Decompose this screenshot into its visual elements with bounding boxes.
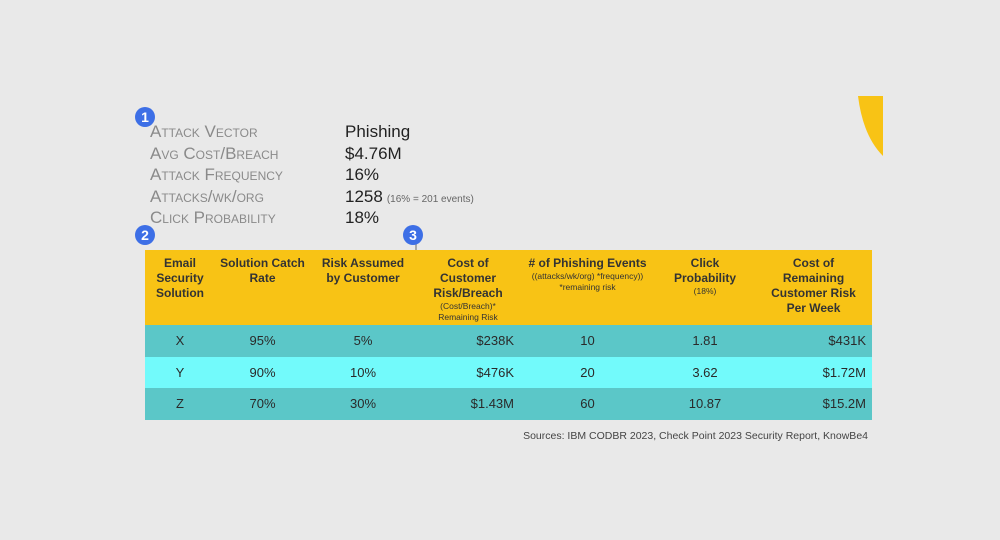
info-value: 1258 (16% = 201 events) — [345, 186, 474, 206]
header-title: Click Probability — [673, 256, 736, 285]
table-cell: 3.62 — [692, 364, 718, 380]
info-value: 18% — [345, 208, 380, 227]
header-title: Risk Assumed by Customer — [321, 256, 405, 285]
info-note: (16% = 201 events) — [386, 193, 474, 205]
header-subtitle: (18%) — [693, 286, 717, 296]
table-cell: $1.72M — [822, 364, 866, 380]
table-cell: 1.81 — [692, 333, 718, 349]
table-cell: 10.87 — [688, 396, 722, 412]
header-subtitle: ((attacks/wk/org) *frequency)) *remainin… — [531, 271, 644, 292]
header-cell: Risk Assumed by Customer — [310, 250, 416, 325]
table-cell: 95% — [249, 333, 276, 349]
table-cell: 70% — [249, 396, 276, 412]
header-subtitle: (Cost/Breach)* Remaining Risk — [438, 301, 498, 322]
info-value: Phishing — [345, 122, 411, 141]
header-cell: Cost of Remaining Customer Risk Per Week — [755, 250, 872, 325]
table-cell: $238K — [476, 333, 514, 349]
decor-shape — [858, 96, 883, 156]
table-cell: $1.43M — [470, 396, 514, 412]
header-cell: Email Security Solution — [145, 250, 215, 325]
info-label: Attack Vector — [150, 122, 258, 141]
header-title: Email Security Solution — [156, 256, 204, 300]
table-cell: $476K — [476, 364, 514, 380]
table-cell: 5% — [353, 333, 373, 349]
header-title: Solution Catch Rate — [220, 256, 305, 285]
info-label: Avg Cost/Breach — [150, 143, 279, 163]
table-cell: X — [175, 333, 185, 349]
table-cell: $431K — [828, 333, 866, 349]
table-row — [145, 388, 872, 420]
table-row — [145, 325, 872, 357]
info-value: $4.76M — [345, 143, 402, 163]
table-cell: Z — [176, 396, 184, 412]
info-label: Attacks/wk/org — [150, 186, 264, 206]
table-cell: 10 — [580, 333, 595, 349]
table-cell: Y — [175, 364, 185, 380]
header-cell: Click Probability (18%) — [655, 250, 755, 325]
table-row — [145, 356, 872, 388]
badge: 2 — [135, 225, 155, 245]
header-title: Cost of Remaining Customer Risk Per Week — [771, 256, 856, 315]
header-cell: # of Phishing Events ((attacks/wk/org) *f… — [520, 250, 655, 325]
info-value: 16% — [345, 165, 380, 184]
badge: 3 — [403, 225, 423, 245]
header-title: Cost of Customer Risk/Breach — [433, 256, 503, 300]
table-cell: 20 — [580, 364, 595, 380]
table-cell: 10% — [349, 364, 377, 380]
header-cell: Cost of Customer Risk/Breach (Cost/Breach… — [416, 250, 520, 325]
info-label: Click Probability — [150, 208, 276, 227]
table-cell: 90% — [249, 364, 276, 380]
table-cell: $15.2M — [822, 396, 866, 412]
table-cell: 60 — [580, 396, 595, 412]
header-title: # of Phishing Events — [528, 256, 647, 270]
source-note: Sources: IBM CODBR 2023, Check Point 202… — [523, 430, 868, 442]
info-label: Attack Frequency — [150, 165, 283, 184]
table-cell: 30% — [349, 396, 377, 412]
badge: 1 — [135, 107, 155, 127]
header-cell: Solution Catch Rate — [215, 250, 310, 325]
